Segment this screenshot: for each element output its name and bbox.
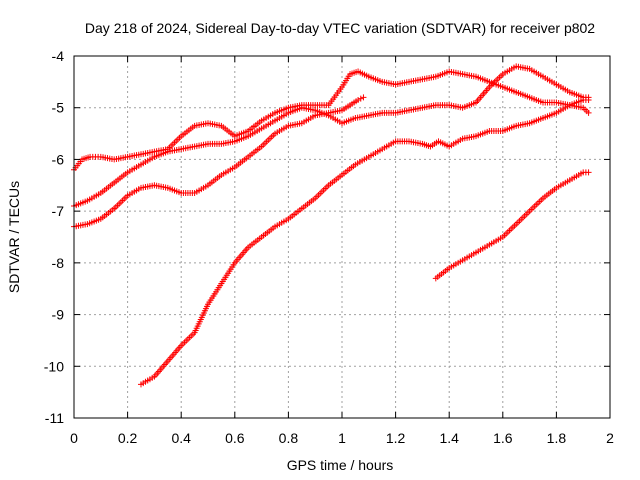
series-track-3 (71, 94, 367, 230)
x-tick-label: 1.8 (547, 430, 567, 446)
x-tick-label: 0.4 (171, 430, 191, 446)
x-tick-label: 1.4 (439, 430, 459, 446)
data-point-marker (357, 95, 364, 102)
series-track-2 (71, 63, 592, 209)
x-tick-label: 0.2 (118, 430, 138, 446)
y-tick-label: -6 (52, 151, 65, 167)
data-point-marker (585, 109, 592, 116)
y-axis-label: SDTVAR / TECUs (6, 181, 22, 293)
y-tick-label: -11 (45, 410, 64, 426)
y-tick-label: -4 (52, 48, 65, 64)
x-tick-label: 0 (70, 430, 78, 446)
y-tick-label: -8 (52, 255, 65, 271)
series-track-1 (71, 68, 592, 173)
x-tick-label: 1.2 (386, 430, 406, 446)
chart-title: Day 218 of 2024, Sidereal Day-to-day VTE… (85, 20, 595, 36)
series-track-4 (138, 96, 592, 388)
data-point-marker (585, 96, 592, 103)
x-axis-label: GPS time / hours (287, 457, 394, 473)
x-tick-label: 0.6 (225, 430, 245, 446)
x-tick-label: 1 (338, 430, 346, 446)
data-point-marker (360, 94, 367, 101)
y-tick-label: -10 (44, 358, 64, 374)
y-tick-label: -5 (52, 100, 65, 116)
y-tick-label: -7 (52, 203, 65, 219)
data-marks (71, 63, 592, 388)
x-tick-label: 0.8 (279, 430, 299, 446)
x-axis-ticks: 0 0.2 0.4 0.6 0.8 1 1.2 1.4 1.6 1.8 2 (70, 56, 614, 446)
data-point-marker (585, 169, 592, 176)
y-tick-label: -9 (52, 307, 65, 323)
grid-layer (74, 56, 610, 418)
data-point-marker (355, 96, 362, 103)
y-axis-ticks: -4 -5 -6 -7 -8 -9 -10 -11 (44, 48, 610, 426)
x-tick-label: 1.6 (493, 430, 513, 446)
series-track-5 (432, 169, 592, 282)
x-tick-label: 2 (606, 430, 614, 446)
